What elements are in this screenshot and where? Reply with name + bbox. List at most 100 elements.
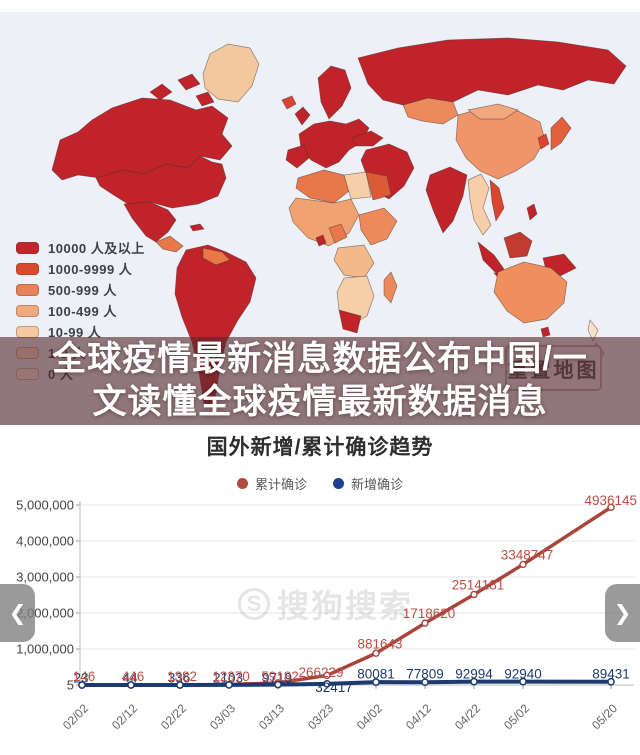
svg-text:05/02: 05/02 [501,701,532,732]
map-region-horn-of-africa [358,207,398,246]
next-image-button[interactable]: ❯ [605,584,640,642]
legend-swatch-icon [16,304,39,317]
new-cases-line [78,677,615,689]
svg-text:12370: 12370 [212,669,250,684]
legend-swatch-icon [16,241,39,254]
data-labels: 23 44 336 2103 9719 32417 80081 77809 92994 92940… [73,495,637,695]
map-region-uk [294,106,311,126]
svg-text:446: 446 [122,669,145,684]
top-strip [0,0,640,12]
map-legend-item: 500-999 人 [16,279,145,300]
map-region-iberia [285,144,310,169]
svg-text:92940: 92940 [504,667,542,682]
map-region-congo [333,244,375,279]
svg-text:05/20: 05/20 [589,701,620,732]
map-region-indochina [467,173,492,236]
map-region-philippines [526,203,538,221]
chevron-right-icon: ❯ [613,601,632,625]
svg-text:23: 23 [73,671,88,686]
map-region-russia [357,37,627,106]
map-region-mongolia [467,103,519,120]
svg-text:03/13: 03/13 [256,701,287,732]
map-region-arctic-island-2 [177,73,201,91]
svg-text:2103: 2103 [213,671,243,686]
legend-item-cumulative: 累计确诊 [236,474,307,493]
svg-text:881643: 881643 [357,636,402,651]
map-region-greenland [202,43,260,103]
svg-text:3348747: 3348747 [501,547,554,562]
map-region-maghreb [295,169,350,204]
map-region-kazakhstan [402,97,459,125]
chevron-left-icon: ❮ [8,601,27,625]
svg-text:4,000,000: 4,000,000 [16,534,74,549]
svg-text:80081: 80081 [357,667,395,682]
svg-text:1382: 1382 [167,669,197,684]
svg-text:1,000,000: 1,000,000 [16,642,74,657]
legend-label: 500-999 人 [48,283,117,298]
svg-text:44: 44 [122,671,138,686]
svg-text:266229: 266229 [298,665,343,680]
map-region-india [425,166,468,234]
map-region-iceland [281,95,297,110]
legend-label-new: 新增确诊 [351,477,404,492]
map-region-ghana [315,234,327,247]
legend-item-new: 新增确诊 [333,474,403,493]
map-region-korea [537,133,550,150]
svg-text:03/23: 03/23 [305,701,336,732]
map-region-borneo [503,231,533,259]
map-region-arctic-island-1 [149,83,173,101]
cumulative-dot-icon [236,478,248,489]
map-legend-item: 100-499 人 [16,300,145,321]
map-region-japan [550,116,572,151]
svg-text:02/22: 02/22 [158,701,189,732]
svg-text:04/22: 04/22 [452,701,483,732]
map-region-south-africa [338,309,362,334]
chart-legend: 累计确诊 新增确诊 [0,474,640,493]
svg-text:3,000,000: 3,000,000 [16,570,74,585]
legend-label: 100-499 人 [48,304,117,319]
legend-swatch-icon [16,325,39,338]
map-region-nigeria [328,223,348,244]
map-region-tasmania [540,326,551,338]
svg-text:02/02: 02/02 [60,701,91,732]
svg-text:9719: 9719 [262,671,292,686]
svg-text:04/12: 04/12 [403,701,434,732]
map-region-venezuela [202,247,231,266]
map-region-caribbean [189,223,205,232]
map-region-mexico [123,201,177,243]
cumulative-line [78,503,615,689]
map-legend-item: 1000-9999 人 [16,258,145,279]
map-region-vietnam [489,179,505,222]
legend-label-cumulative: 累计确诊 [254,477,307,492]
trend-chart-section: 国外新增/累计确诊趋势 累计确诊 新增确诊 5,000,000 4,000,000… [0,425,640,755]
map-region-libya [343,171,372,200]
map-legend-item: 10000 人及以上 [16,237,145,258]
svg-text:5,000,000: 5,000,000 [16,498,74,513]
svg-text:1718620: 1718620 [403,606,456,621]
new-dot-icon [333,478,344,489]
headline-line2: 文读懂全球疫情最新数据消息 [92,383,548,421]
svg-text:03/03: 03/03 [207,701,238,732]
svg-text:04/02: 04/02 [354,701,385,732]
map-region-central-america [155,235,184,253]
svg-text:5: 5 [67,678,74,693]
map-region-arctic-island-3 [195,91,215,107]
previous-image-button[interactable]: ❮ [0,584,35,642]
legend-swatch-icon [16,283,39,296]
svg-text:32417: 32417 [315,680,353,695]
map-region-egypt [365,171,392,201]
map-region-turkey [351,130,384,147]
headline-line1: 全球疫情最新消息数据公布中国/一 [52,340,588,378]
headline-overlay: 全球疫情最新消息数据公布中国/一 文读懂全球疫情最新数据消息 [0,337,640,425]
world-map [51,37,627,405]
svg-text:336: 336 [168,671,191,686]
legend-label: 10-99 人 [48,325,102,340]
svg-text:146: 146 [73,669,96,684]
legend-label: 10000 人及以上 [48,241,145,256]
svg-text:02/12: 02/12 [109,701,140,732]
svg-text:89431: 89431 [592,667,630,682]
map-region-madagascar [383,271,398,304]
map-region-sumatra [477,241,505,275]
line-chart: 5,000,0004,000,0003,000,0002,000,0001,00… [16,495,637,732]
